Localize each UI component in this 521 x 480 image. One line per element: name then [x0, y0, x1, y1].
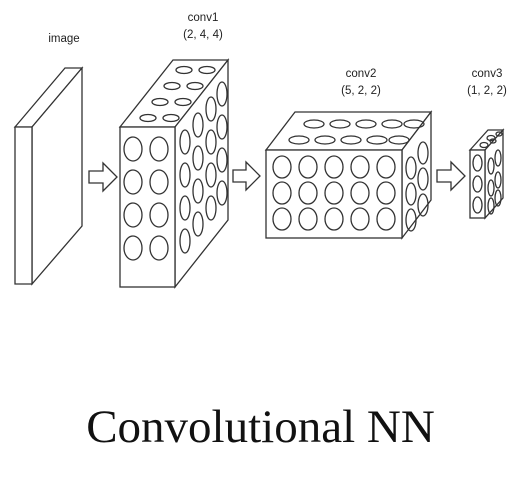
conv1-block [118, 58, 230, 289]
conv1-side-neurons [179, 81, 228, 254]
conv2-block [264, 110, 433, 240]
conv3-front-neurons [472, 154, 483, 214]
image-label: image [48, 33, 79, 45]
conv3-top-neurons [479, 131, 503, 149]
conv2-front-neurons [272, 155, 396, 231]
arrow-conv1-to-conv2 [232, 160, 261, 192]
conv3-name-label: conv3 [472, 68, 503, 80]
input-image-slab [13, 66, 84, 286]
conv2-top-neurons [288, 119, 425, 145]
conv2-side-neurons [405, 141, 429, 232]
arrow-conv2-to-conv3 [436, 160, 466, 192]
conv2-name-label: conv2 [346, 68, 377, 80]
conv2-shape-label: (5, 2, 2) [341, 85, 381, 97]
conv3-shape-label: (1, 2, 2) [467, 85, 507, 97]
conv1-front-neurons [123, 136, 169, 261]
arrow-image-to-conv1 [88, 161, 118, 193]
conv1-name-label: conv1 [188, 12, 219, 24]
cnn-diagram: image conv1 (2, 4, 4) conv2 (5, 2, 2) co… [13, 12, 507, 289]
conv3-side-neurons [487, 149, 502, 215]
conv1-shape-label: (2, 4, 4) [183, 29, 223, 41]
conv3-block [468, 128, 505, 220]
conv1-top-neurons [139, 65, 216, 123]
caption-title: Convolutional NN [86, 401, 435, 453]
